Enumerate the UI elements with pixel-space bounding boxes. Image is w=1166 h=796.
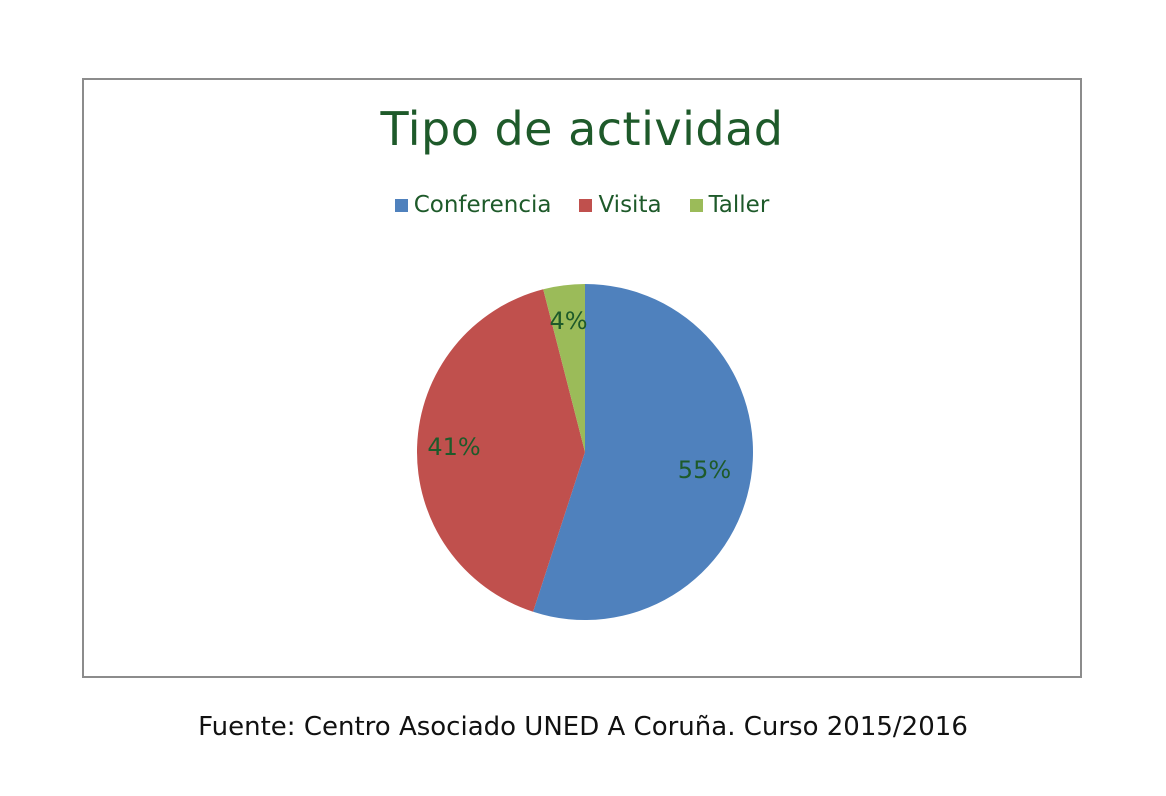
chart-legend: Conferencia Visita Taller bbox=[84, 192, 1080, 218]
legend-item-conferencia: Conferencia bbox=[394, 192, 552, 218]
data-label-visita: 41% bbox=[427, 433, 480, 461]
pie-slice-taller bbox=[543, 284, 585, 452]
pie-slice-visita bbox=[417, 289, 585, 612]
legend-label-visita: Visita bbox=[598, 192, 662, 218]
legend-item-visita: Visita bbox=[579, 192, 662, 218]
legend-label-conferencia: Conferencia bbox=[413, 192, 552, 218]
source-note: Fuente: Centro Asociado UNED A Coruña. C… bbox=[198, 712, 968, 742]
legend-item-taller: Taller bbox=[689, 192, 770, 218]
pie-chart: 55% 41% 4% bbox=[417, 284, 754, 620]
data-label-taller: 4% bbox=[550, 307, 588, 335]
pie-slice-conferencia bbox=[533, 284, 754, 620]
legend-label-taller: Taller bbox=[708, 192, 770, 218]
chart-title: Tipo de actividad bbox=[380, 102, 784, 156]
chart-frame: Tipo de actividad Conferencia Visita Tal… bbox=[82, 78, 1082, 678]
legend-swatch-taller bbox=[689, 198, 703, 212]
data-label-conferencia: 55% bbox=[678, 456, 731, 484]
legend-swatch-visita bbox=[579, 198, 593, 212]
legend-swatch-conferencia bbox=[394, 198, 408, 212]
